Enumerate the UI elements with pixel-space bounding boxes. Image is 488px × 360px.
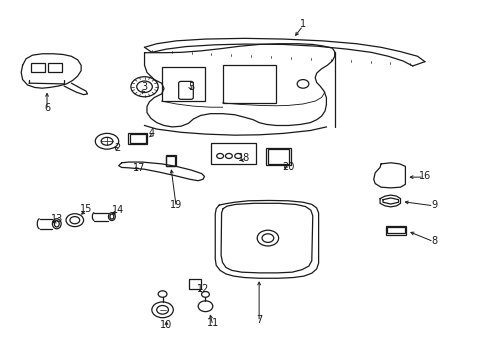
Text: 13: 13 [51, 215, 63, 224]
Text: 12: 12 [197, 284, 209, 294]
Bar [128, 134, 147, 144]
Text: 4: 4 [148, 129, 155, 138]
Text: 9: 9 [431, 200, 437, 210]
Text: 14: 14 [111, 206, 123, 216]
Text: 1: 1 [299, 19, 305, 29]
Bar [165, 155, 176, 166]
Text: 6: 6 [44, 103, 50, 113]
Bar [48, 63, 62, 72]
Text: 5: 5 [187, 82, 194, 92]
Bar [161, 67, 205, 101]
Text: 17: 17 [132, 163, 144, 173]
Text: 18: 18 [238, 153, 250, 163]
Text: 16: 16 [418, 171, 430, 181]
Text: 19: 19 [170, 200, 182, 210]
Text: 3: 3 [141, 82, 147, 92]
Bar [188, 279, 200, 289]
Bar [266, 148, 290, 165]
Bar [267, 149, 289, 164]
Text: 7: 7 [256, 315, 262, 325]
Text: 2: 2 [114, 143, 121, 153]
Bar [385, 226, 406, 234]
Text: 20: 20 [282, 162, 294, 172]
Text: 10: 10 [160, 320, 172, 330]
Text: 11: 11 [206, 319, 219, 328]
Text: 8: 8 [431, 236, 437, 246]
Bar [166, 156, 175, 166]
Bar [222, 65, 276, 103]
Bar [31, 63, 44, 72]
Bar [386, 226, 404, 233]
Text: 15: 15 [80, 204, 92, 214]
Bar [130, 134, 145, 143]
Bar [211, 143, 256, 164]
